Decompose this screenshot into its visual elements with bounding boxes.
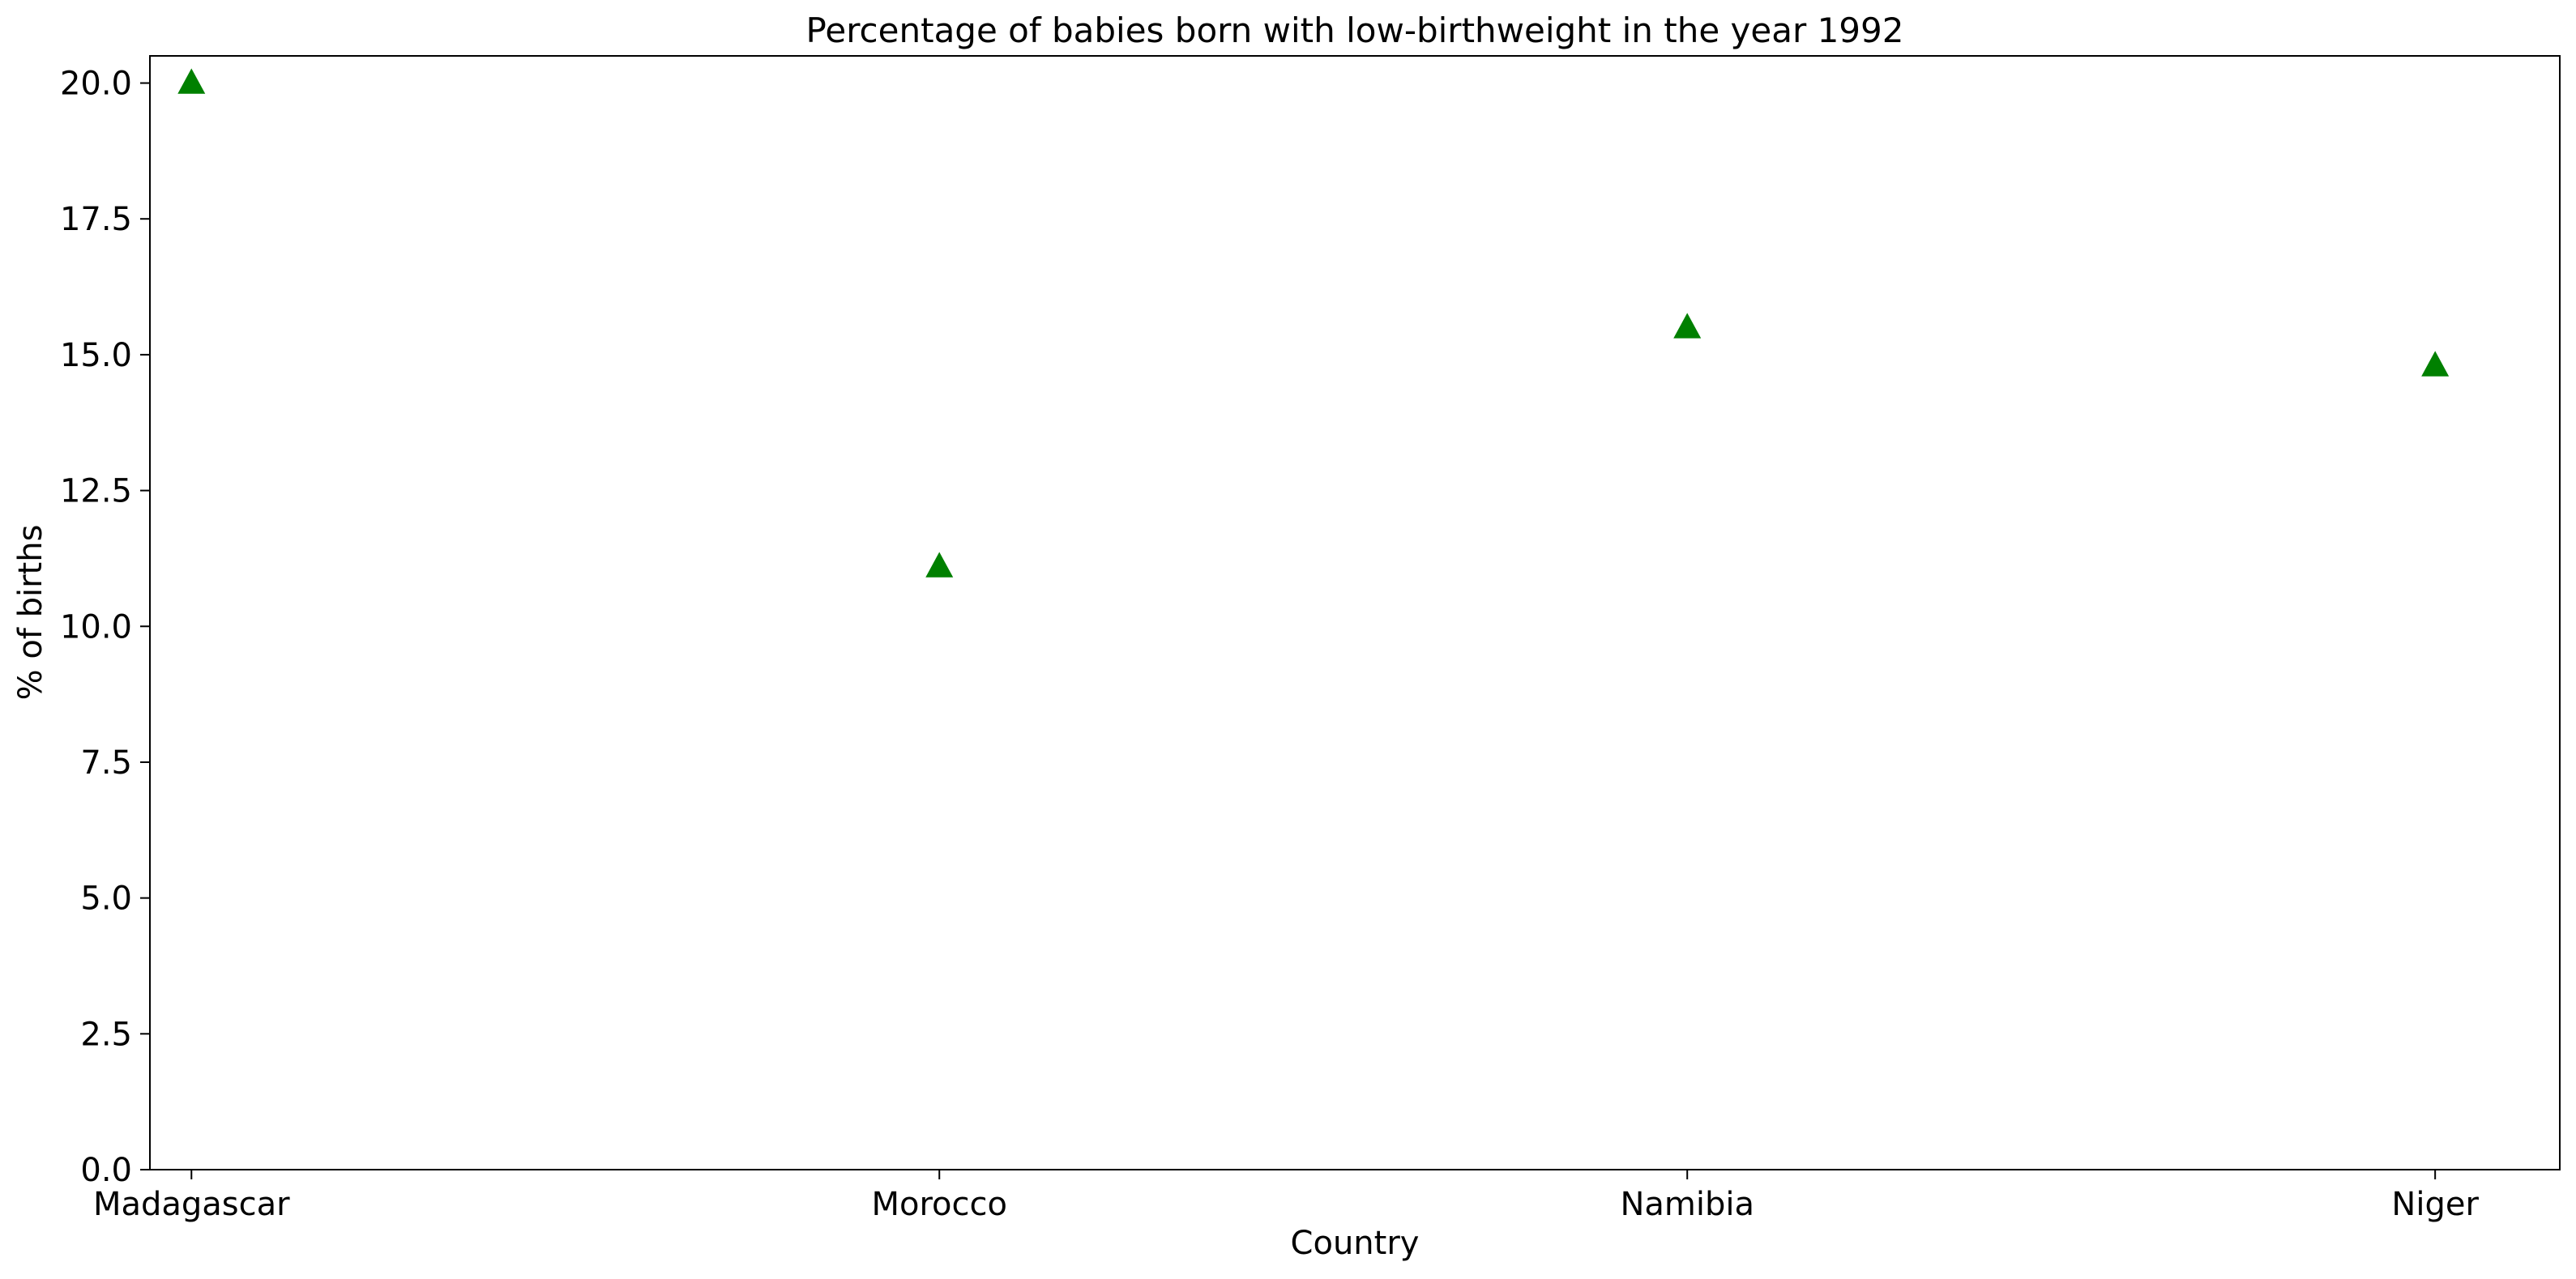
y-tick-label: 12.5 <box>60 473 132 510</box>
y-tick-label: 15.0 <box>60 337 132 374</box>
chart-title: Percentage of babies born with low-birth… <box>806 11 1904 50</box>
y-tick-label: 0.0 <box>80 1152 132 1189</box>
x-tick-label: Madagascar <box>93 1186 290 1223</box>
data-point-morocco <box>925 552 954 578</box>
data-point-namibia <box>1673 313 1702 339</box>
x-tick-label: Namibia <box>1620 1186 1754 1223</box>
y-axis-title: % of births <box>12 525 49 701</box>
y-tick-label: 5.0 <box>80 880 132 918</box>
data-point-madagascar <box>177 68 206 94</box>
x-tick-label: Niger <box>2391 1186 2479 1223</box>
y-tick-label: 2.5 <box>80 1016 132 1053</box>
y-axis: 0.0 2.5 5.0 7.5 10.0 12.5 15.0 17.5 20.0 <box>60 66 150 1189</box>
data-markers <box>177 68 2450 578</box>
x-axis: Madagascar Morocco Namibia Niger <box>93 1170 2479 1223</box>
plot-area <box>149 55 2561 1170</box>
y-tick-label: 7.5 <box>80 744 132 782</box>
x-tick-label: Morocco <box>871 1186 1006 1223</box>
y-tick-label: 10.0 <box>60 608 132 646</box>
data-point-niger <box>2421 351 2450 377</box>
y-tick-label: 17.5 <box>60 201 132 238</box>
y-tick-label: 20.0 <box>60 66 132 103</box>
plot-frame <box>149 55 2561 1170</box>
x-axis-title: Country <box>1291 1225 1420 1262</box>
